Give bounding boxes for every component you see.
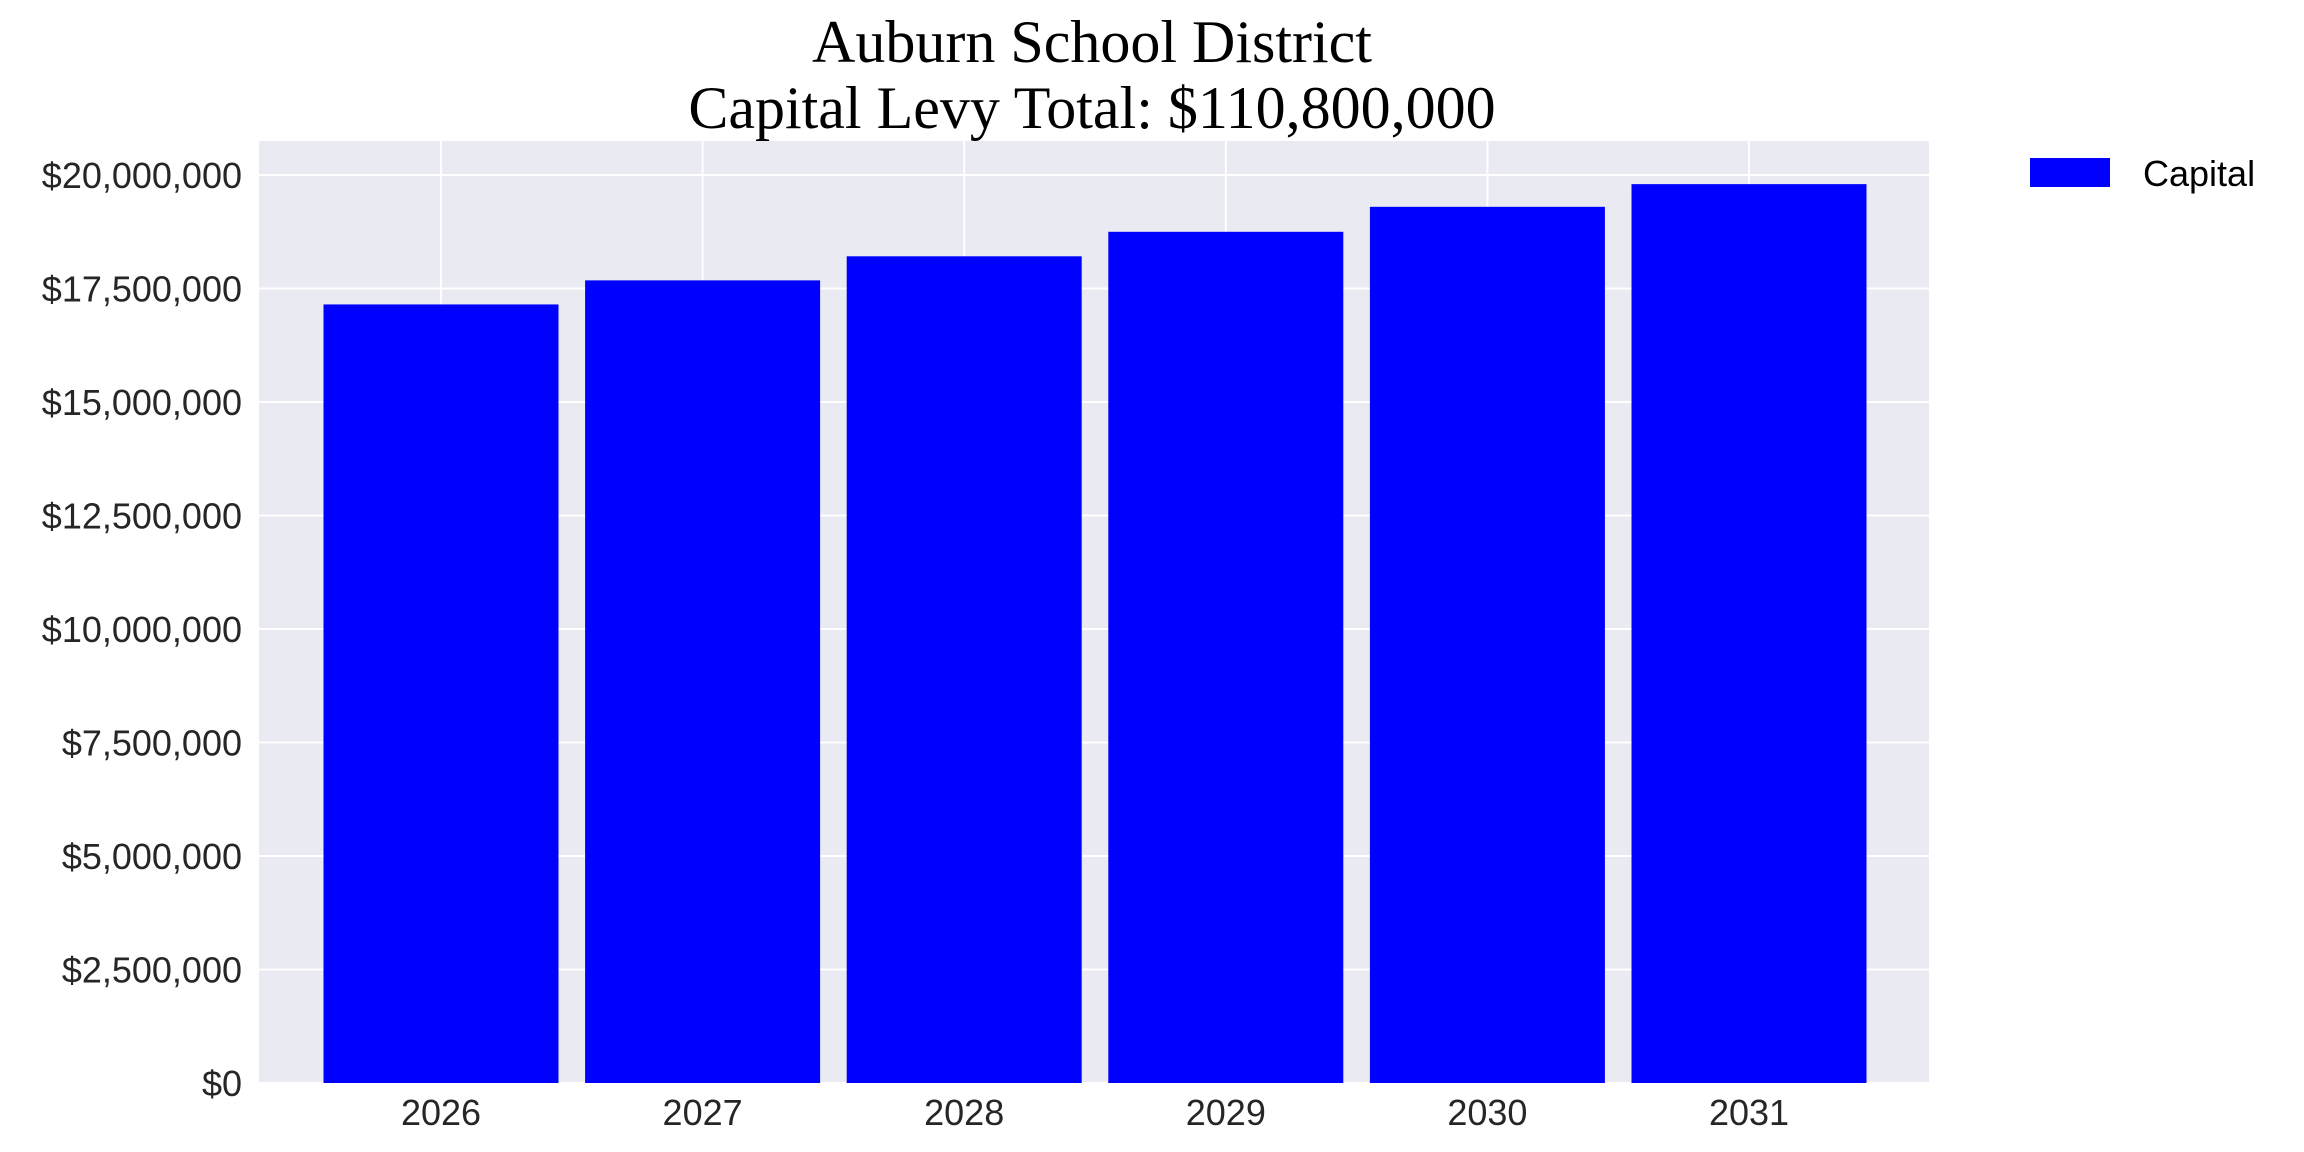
x-tick-label: 2031 (1709, 1092, 1789, 1133)
y-tick-label: $7,500,000 (62, 723, 242, 764)
legend: Capital (2030, 153, 2255, 194)
legend-swatch-capital (2030, 158, 2110, 187)
x-tick-label: 2026 (401, 1092, 481, 1133)
y-tick-label: $20,000,000 (42, 155, 242, 196)
bars (323, 184, 1867, 1084)
chart-subtitle: Capital Levy Total: $110,800,000 (688, 75, 1495, 141)
y-tick-label: $0 (202, 1063, 242, 1104)
x-tick-label: 2027 (663, 1092, 743, 1133)
bar-2029 (1108, 231, 1344, 1084)
y-tick-label: $10,000,000 (42, 609, 242, 650)
x-tick-label: 2030 (1447, 1092, 1527, 1133)
y-axis-tick-labels: $0 $2,500,000 $5,000,000 $7,500,000 $10,000,… (42, 155, 242, 1104)
x-tick-label: 2028 (924, 1092, 1004, 1133)
y-tick-label: $12,500,000 (42, 496, 242, 537)
x-axis-tick-labels: 2026 2027 2028 2029 2030 2031 (401, 1092, 1789, 1133)
bar-2031 (1631, 184, 1867, 1084)
x-tick-label: 2029 (1186, 1092, 1266, 1133)
chart-title: Auburn School District (812, 9, 1372, 75)
bar-2030 (1369, 206, 1605, 1083)
bar-2027 (585, 280, 821, 1083)
legend-label-capital: Capital (2143, 153, 2255, 194)
bar-2028 (846, 256, 1082, 1083)
y-tick-label: $17,500,000 (42, 269, 242, 310)
y-tick-label: $5,000,000 (62, 836, 242, 877)
y-tick-label: $15,000,000 (42, 382, 242, 423)
y-tick-label: $2,500,000 (62, 950, 242, 991)
bar-2026 (323, 304, 559, 1083)
